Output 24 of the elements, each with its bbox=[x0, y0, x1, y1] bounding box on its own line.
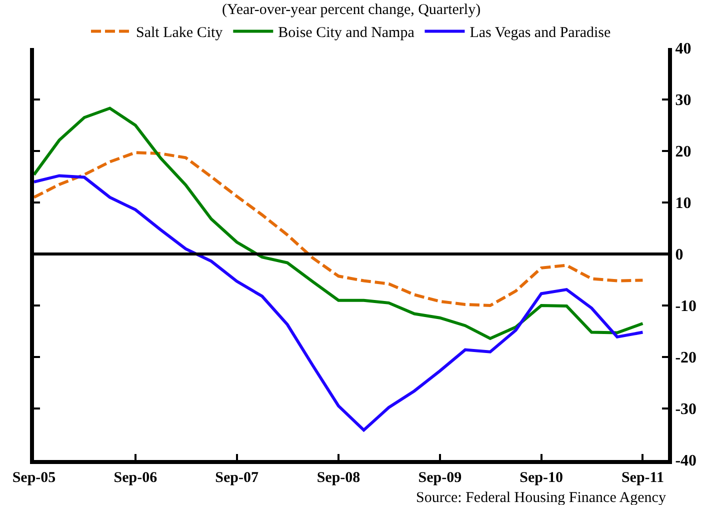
line-series bbox=[34, 174, 644, 432]
legend-label: Salt Lake City bbox=[136, 25, 224, 42]
x-tick-label: Sep-07 bbox=[215, 470, 259, 486]
y-tick-label: -30 bbox=[675, 401, 697, 418]
line-series bbox=[34, 151, 644, 307]
y-tick-label: 0 bbox=[675, 246, 684, 264]
legend-label: Las Vegas and Paradise bbox=[470, 25, 611, 42]
y-tick-label: 20 bbox=[675, 144, 692, 161]
line-series bbox=[34, 106, 644, 340]
y-tick-label: 40 bbox=[675, 40, 692, 58]
y-tick-label: 10 bbox=[675, 195, 692, 212]
x-tick-label: Sep-08 bbox=[316, 470, 360, 486]
y-tick-label: 30 bbox=[675, 92, 692, 110]
y-tick-label: -10 bbox=[675, 298, 697, 316]
legend-label: Boise City and Nampa bbox=[278, 25, 415, 42]
source-note: Source: Federal Housing Finance Agency bbox=[416, 490, 666, 505]
x-tick-label: Sep-09 bbox=[418, 470, 462, 486]
x-tick-label: Sep-05 bbox=[12, 470, 56, 486]
y-tick-label: -20 bbox=[675, 350, 697, 367]
chart-subtitle: (Year-over-year percent change, Quarterly) bbox=[222, 2, 481, 18]
y-tick-label: -40 bbox=[675, 452, 697, 470]
x-tick-label: Sep-06 bbox=[114, 470, 158, 486]
x-tick-label: Sep-11 bbox=[621, 470, 664, 486]
x-tick-label: Sep-10 bbox=[520, 470, 563, 486]
